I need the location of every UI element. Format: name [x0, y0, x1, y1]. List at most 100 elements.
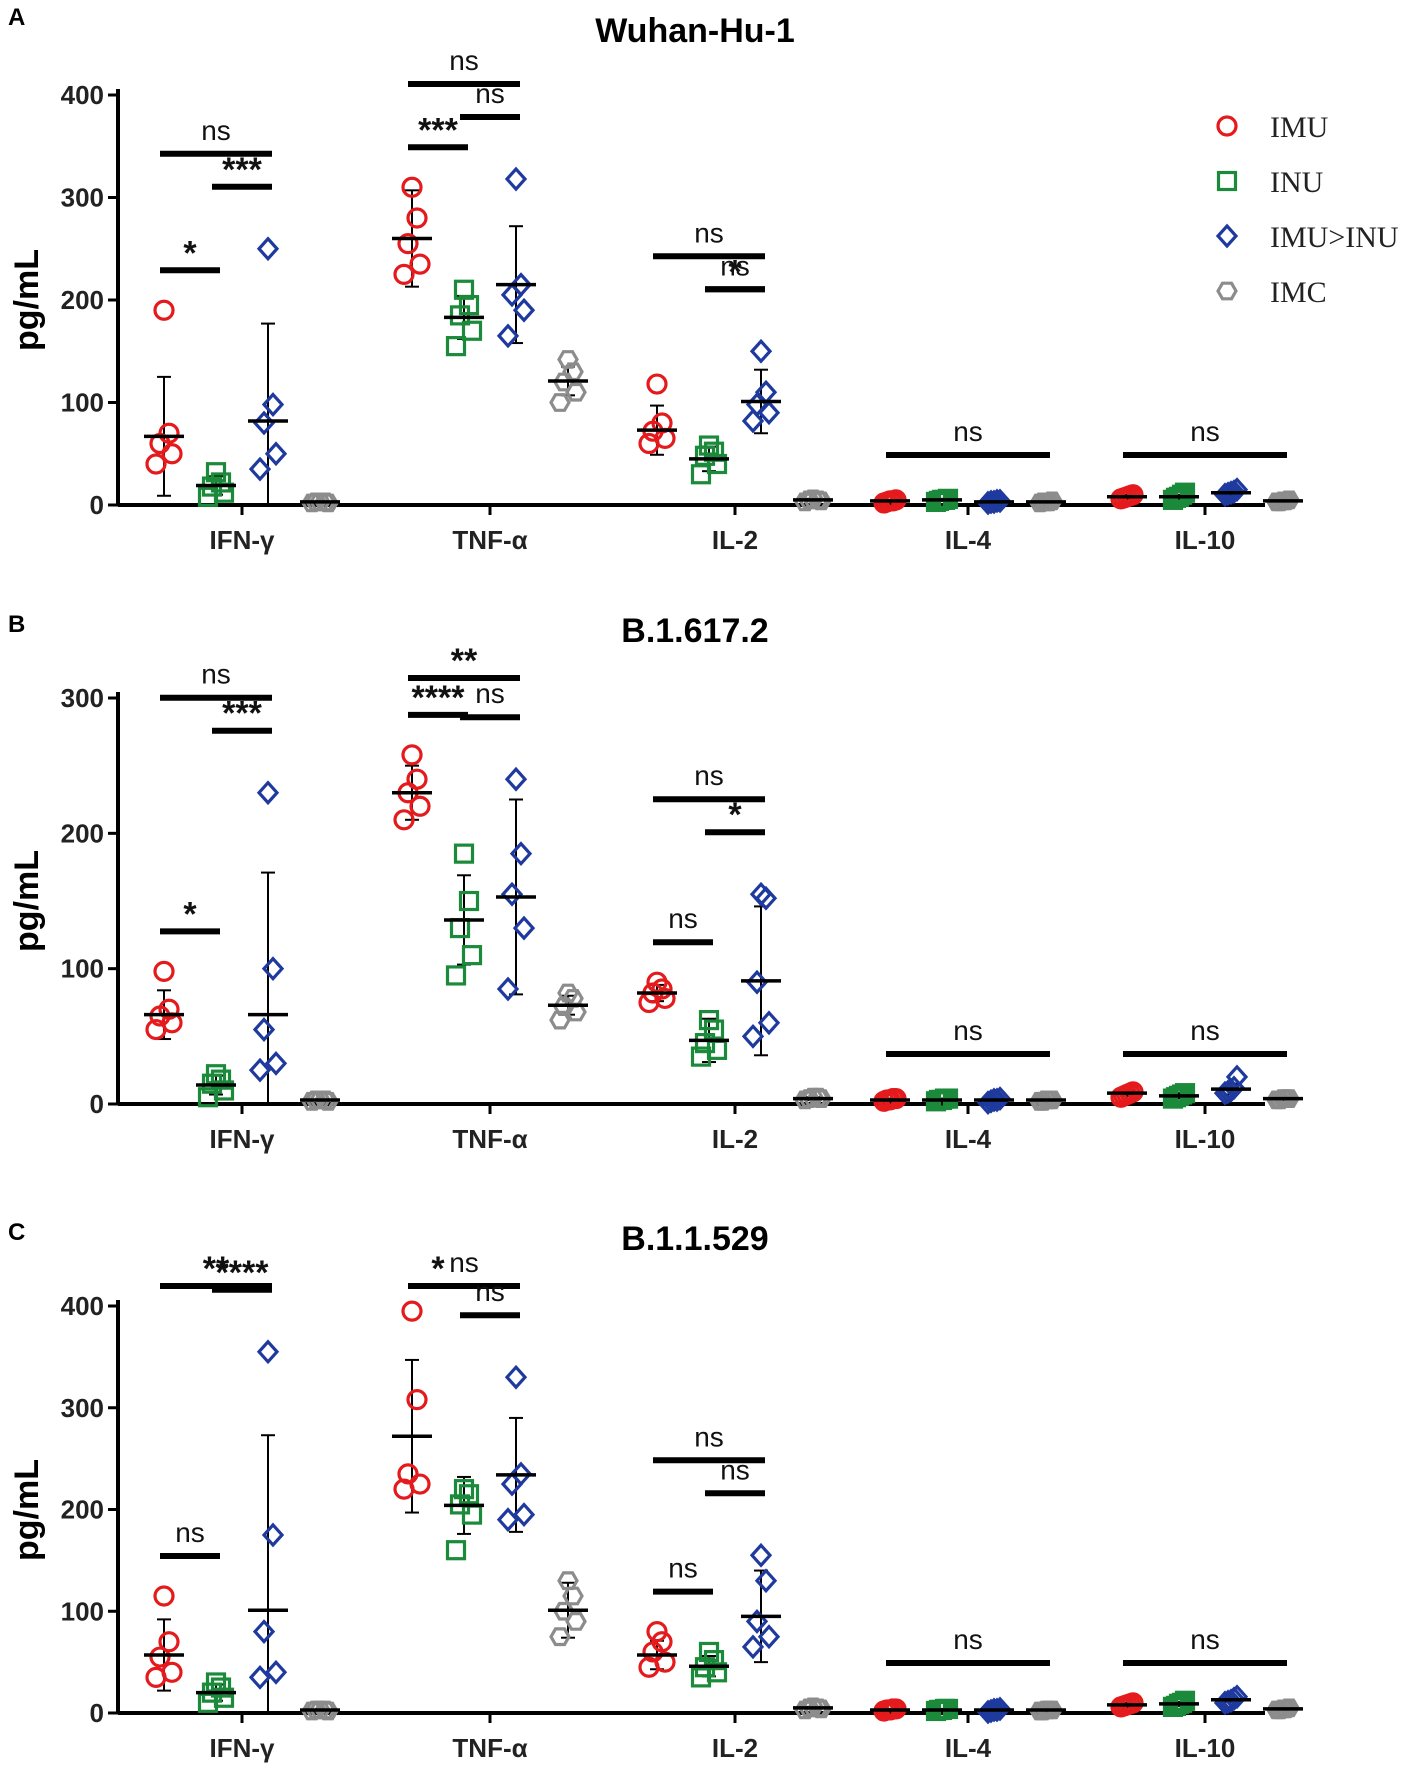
- data-point: [153, 960, 175, 982]
- significance-label: *: [183, 895, 197, 933]
- data-point: [979, 489, 1003, 515]
- panel-title: B.1.1.529: [621, 1220, 768, 1258]
- data-point: [504, 166, 528, 192]
- data-point: [158, 422, 180, 444]
- x-tick-label: IL-4: [945, 1124, 992, 1154]
- series-imu: [144, 1300, 1147, 1722]
- data-point: [741, 1634, 765, 1660]
- x-tick-label: IL-10: [1175, 1733, 1236, 1763]
- panel-title: Wuhan-Hu-1: [595, 12, 795, 50]
- panel-C: C B.1.1.529 pg/mL 0 100 200 300 400 IFN-γ TNF-α IL…: [8, 1219, 1303, 1763]
- data-point: [706, 1662, 728, 1683]
- significance-label: ns: [449, 1247, 479, 1278]
- x-tick-label: IL-2: [712, 1733, 758, 1763]
- x-tick-label: IFN-γ: [210, 1733, 276, 1763]
- data-point: [401, 744, 423, 766]
- y-tick-label: 400: [61, 1291, 104, 1321]
- data-point: [654, 987, 676, 1010]
- data-point: [458, 295, 480, 316]
- data-point: [445, 336, 467, 357]
- data-point: [757, 1624, 781, 1650]
- data-point: [549, 393, 571, 412]
- series-imuinu: [248, 166, 1251, 516]
- panel-label: C: [8, 1219, 25, 1246]
- data-point: [1122, 484, 1144, 506]
- significance-label: ns: [694, 217, 724, 248]
- legend-label: IMC: [1270, 276, 1327, 309]
- data-point: [1171, 484, 1193, 505]
- significance-label: ns: [720, 1454, 750, 1485]
- y-axis-title: pg/mL: [8, 850, 46, 952]
- significance-label: *: [183, 234, 197, 272]
- data-point: [453, 843, 475, 864]
- significance-label: ns: [668, 903, 698, 934]
- panel-B: B B.1.617.2 pg/mL 0 100 200 300 IFN-γ TNF-α IL-2 I…: [8, 611, 1303, 1154]
- significance-label: ns: [720, 250, 750, 281]
- data-point: [565, 1611, 587, 1631]
- data-point: [145, 453, 167, 475]
- data-point: [496, 976, 520, 1002]
- data-point: [651, 1631, 673, 1653]
- data-point: [409, 795, 431, 817]
- x-tick-label: TNF-α: [452, 525, 527, 555]
- data-point: [161, 1661, 183, 1683]
- data-point: [745, 969, 769, 995]
- x-tick-label: IL-2: [712, 1124, 758, 1154]
- data-point: [248, 456, 272, 482]
- y-tick-label: 0: [90, 490, 104, 520]
- data-point: [401, 1300, 423, 1322]
- data-point: [252, 1619, 276, 1644]
- data-point: [210, 1069, 232, 1090]
- significance-label: ns: [1190, 416, 1220, 447]
- data-point: [401, 176, 423, 198]
- data-point: [512, 1502, 536, 1527]
- significance-label: **: [451, 642, 478, 680]
- data-point: [409, 253, 431, 275]
- data-point: [565, 382, 587, 402]
- significance-label: *: [728, 796, 742, 834]
- significance-label: ns: [475, 78, 505, 109]
- series-imu: [144, 176, 1147, 514]
- data-point: [646, 1620, 668, 1643]
- significance-label: ns: [1190, 1015, 1220, 1046]
- significance-label: *: [728, 253, 742, 291]
- legend-marker-imuinu: [1215, 223, 1239, 249]
- y-tick-label: 400: [61, 80, 104, 110]
- significance-label: ns: [953, 416, 983, 447]
- data-point: [646, 971, 668, 993]
- data-point: [757, 1010, 781, 1036]
- data-point: [205, 462, 227, 483]
- data-point: [1225, 477, 1249, 503]
- data-point: [1174, 1083, 1196, 1104]
- series-imu: [144, 744, 1147, 1112]
- data-point: [988, 1086, 1012, 1111]
- data-point: [461, 945, 483, 966]
- significance-label: ****: [412, 679, 466, 717]
- data-point: [158, 1631, 180, 1653]
- data-point: [252, 410, 276, 436]
- significance-label: **: [203, 1250, 230, 1288]
- y-axis-title: pg/mL: [8, 1459, 46, 1561]
- x-tick-label: IFN-γ: [210, 525, 276, 555]
- data-point: [698, 1009, 720, 1031]
- panel-title: B.1.617.2: [621, 612, 768, 650]
- data-point: [264, 441, 288, 467]
- data-point: [988, 1696, 1012, 1722]
- data-point: [153, 1585, 175, 1607]
- data-point: [210, 472, 232, 493]
- data-point: [557, 983, 579, 1003]
- data-point: [754, 885, 778, 911]
- data-point: [1225, 1684, 1249, 1710]
- data-point: [749, 338, 773, 364]
- legend-label: INU: [1270, 166, 1324, 199]
- data-point: [205, 1064, 227, 1085]
- data-point: [210, 1677, 232, 1698]
- data-point: [256, 780, 280, 806]
- panel-label: A: [8, 4, 25, 31]
- data-point: [500, 1471, 524, 1497]
- data-point: [504, 766, 528, 792]
- y-tick-label: 200: [61, 285, 104, 315]
- data-point: [496, 1507, 520, 1533]
- y-tick-label: 100: [61, 1596, 104, 1626]
